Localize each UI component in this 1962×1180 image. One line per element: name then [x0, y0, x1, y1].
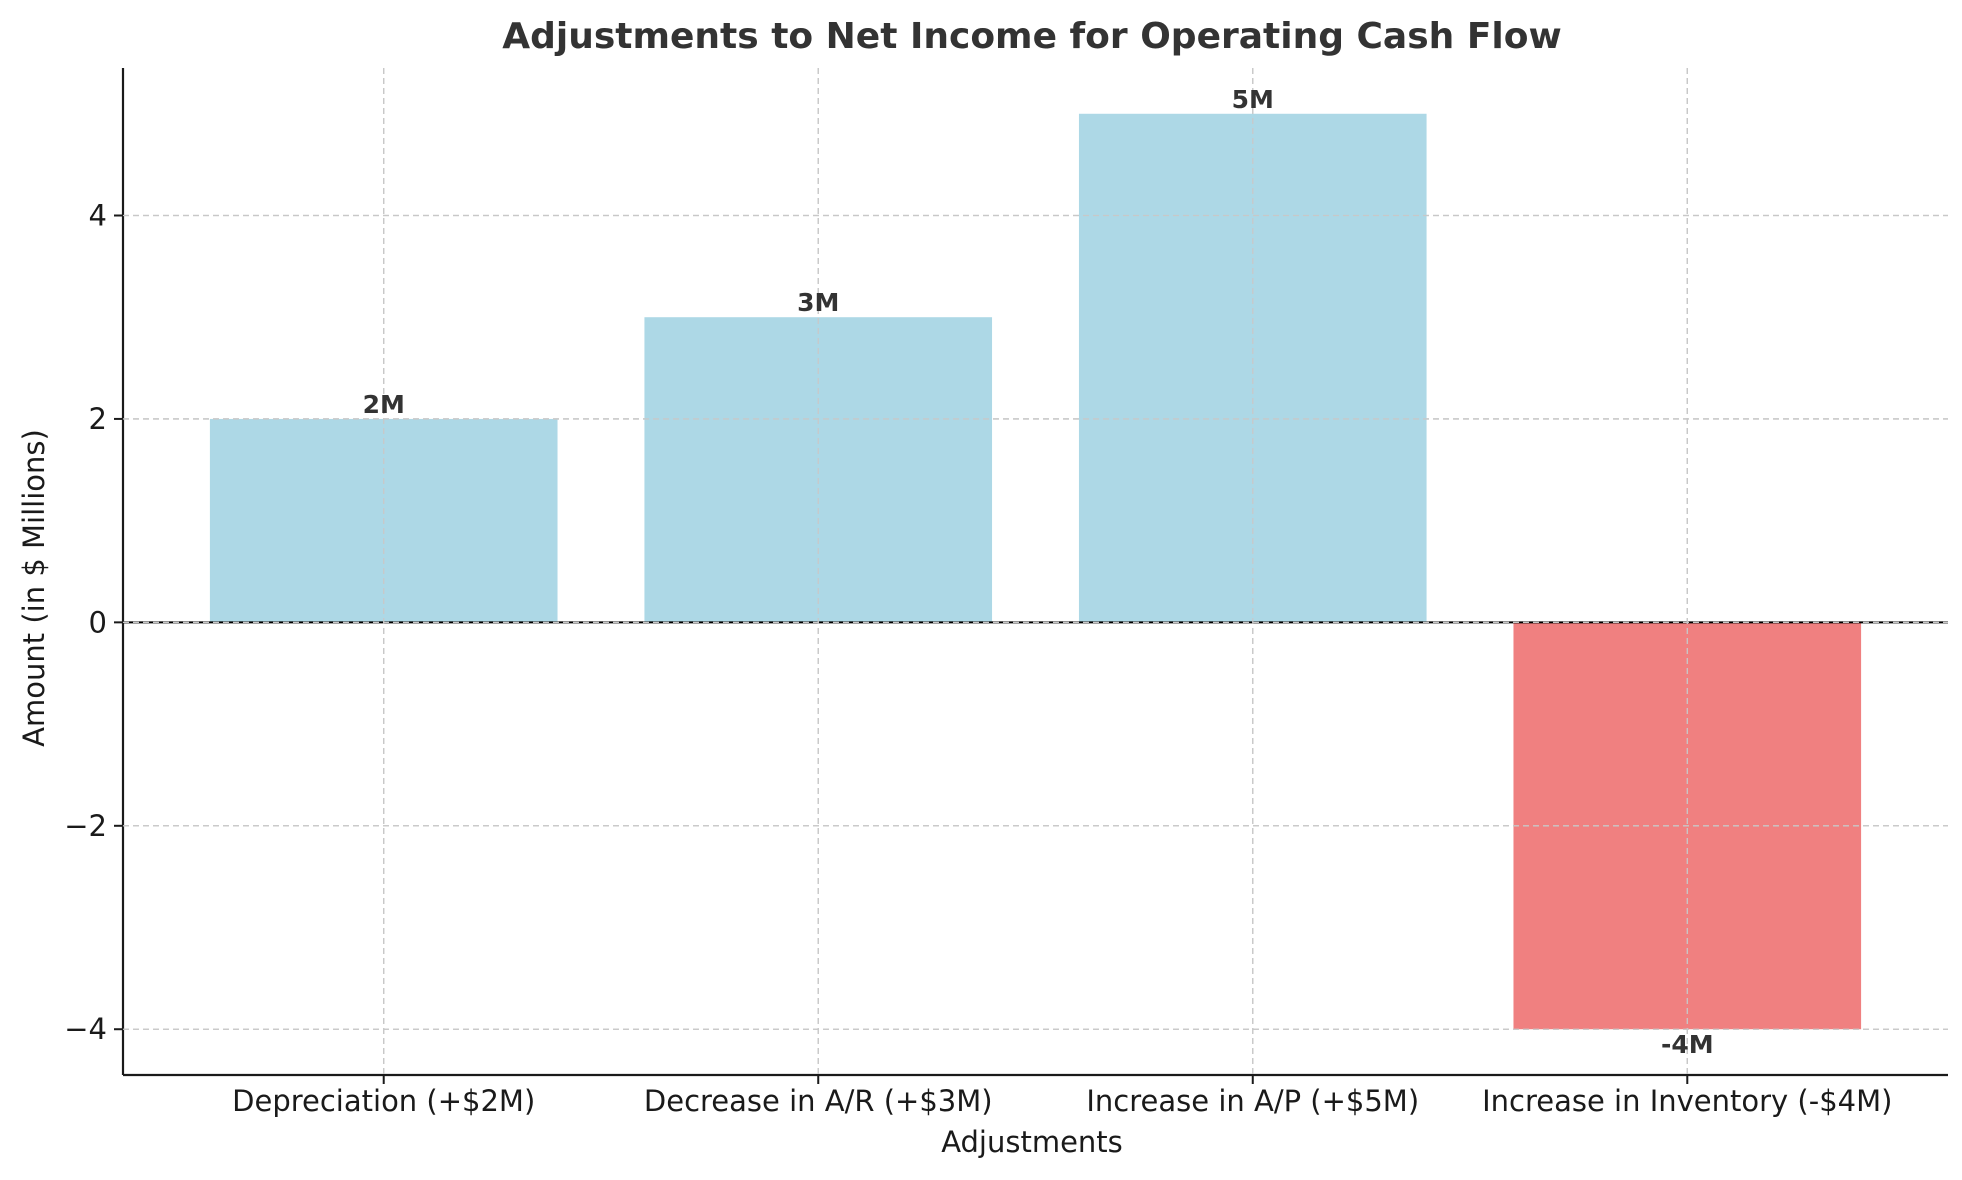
- y-tick-label: 4: [89, 198, 107, 232]
- y-tick-label: 0: [89, 605, 107, 639]
- x-axis-label: Adjustments: [941, 1125, 1123, 1159]
- x-tick-label: Increase in Inventory (-$4M): [1482, 1084, 1892, 1118]
- axes-layer: −4 −2 0 2 4 Depreciation (+$2M) Decrease in A/…: [64, 68, 1948, 1118]
- data-label: 3M: [797, 288, 839, 317]
- y-tick-label: 2: [89, 402, 107, 436]
- x-tick-label: Depreciation (+$2M): [232, 1084, 535, 1118]
- data-label: 2M: [363, 390, 405, 419]
- labels-layer: 2M 3M 5M -4M: [123, 68, 1948, 1075]
- y-axis-label: Amount (in $ Millions): [17, 429, 51, 747]
- bars-layer: [209, 113, 1862, 1030]
- x-tick-label: Increase in A/P (+$5M): [1086, 1084, 1419, 1118]
- data-label: -4M: [1661, 1030, 1714, 1059]
- x-tick-label: Decrease in A/R (+$3M): [644, 1084, 993, 1118]
- y-tick-label: −2: [64, 809, 107, 843]
- data-label: 5M: [1232, 85, 1274, 114]
- y-tick-label: −4: [64, 1012, 107, 1046]
- chart-title: Adjustments to Net Income for Operating …: [502, 16, 1562, 57]
